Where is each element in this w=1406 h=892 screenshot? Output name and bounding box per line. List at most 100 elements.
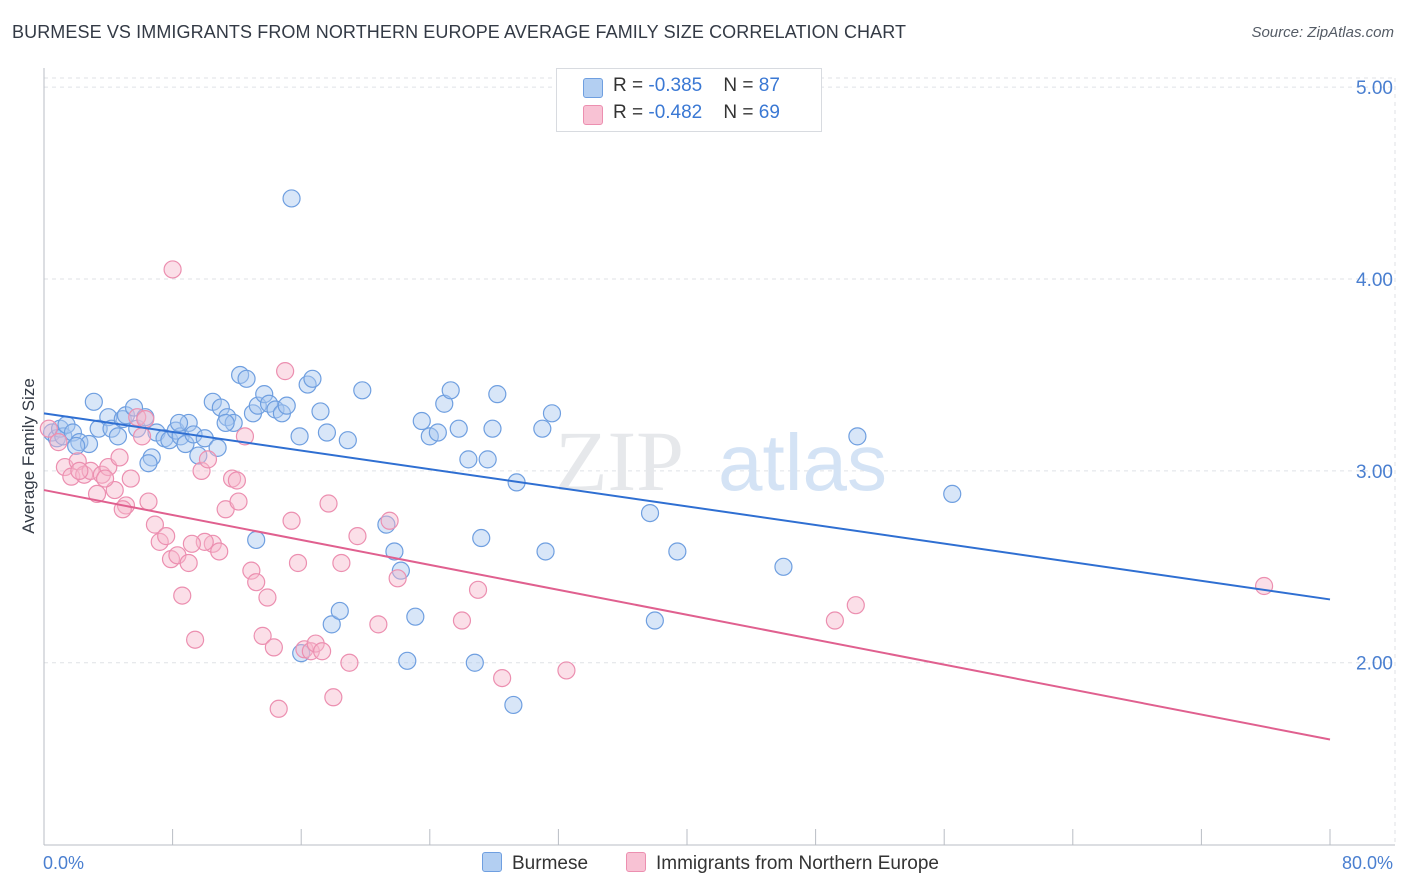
immigrants-point <box>192 461 211 480</box>
y-tick-label: 3.00 <box>1356 462 1393 483</box>
immigrants-point <box>163 260 182 279</box>
burmese-point <box>317 423 337 442</box>
burmese-point <box>533 419 552 438</box>
burmese-point <box>478 450 497 469</box>
legend-r-label: R = <box>613 102 649 123</box>
immigrants-trendline <box>43 489 1331 741</box>
immigrants-point <box>269 699 288 718</box>
chart-title: BURMESE VS IMMIGRANTS FROM NORTHERN EURO… <box>12 22 907 42</box>
immigrants-point <box>380 511 399 530</box>
immigrants-point <box>557 661 576 680</box>
burmese-point <box>189 446 208 465</box>
burmese-point <box>668 542 687 561</box>
burmese-point <box>848 427 867 446</box>
bottom-legend-burmese: Burmese <box>482 852 588 875</box>
immigrants-point <box>121 469 140 488</box>
immigrants-point <box>388 569 407 588</box>
immigrants-point <box>182 534 201 553</box>
burmese-point <box>385 542 404 561</box>
burmese-point <box>84 392 103 411</box>
immigrants-point <box>253 626 272 645</box>
burmese-point <box>255 385 274 404</box>
immigrants-point <box>186 630 205 649</box>
immigrants-point <box>258 588 277 607</box>
immigrants-point <box>312 642 332 661</box>
burmese-point <box>277 396 296 415</box>
burmese-point <box>322 615 341 634</box>
immigrants-point <box>295 640 314 659</box>
burmese-swatch <box>583 78 603 98</box>
y-axis-label: Average Family Size <box>19 378 38 534</box>
immigrants-legend-label: Immigrants from Northern Europe <box>656 853 939 874</box>
burmese-point <box>943 484 962 504</box>
burmese-point <box>169 413 189 433</box>
immigrants-point <box>139 492 158 511</box>
immigrants-point <box>319 494 338 513</box>
immigrants-point <box>247 573 266 592</box>
immigrants-point <box>493 668 512 688</box>
immigrants-point <box>282 511 301 530</box>
legend-n-value: 87 <box>758 75 780 96</box>
legend-n-value: 69 <box>758 102 780 123</box>
burmese-point <box>247 530 266 550</box>
immigrants-point <box>324 688 343 707</box>
immigrants-point <box>452 611 472 630</box>
burmese-point <box>536 542 555 561</box>
immigrants-point <box>227 471 246 490</box>
x-tick-label-max: 80.0% <box>1342 853 1393 873</box>
legend-r-label: R = <box>613 75 649 96</box>
legend-n-label: N = <box>723 102 759 123</box>
source-label: Source: ZipAtlas.com <box>1251 24 1394 41</box>
burmese-point <box>216 413 235 433</box>
burmese-point <box>142 448 161 467</box>
burmese-point <box>412 411 431 431</box>
immigrants-point <box>348 527 367 546</box>
immigrants-point <box>846 596 865 615</box>
watermark-zip: ZIP <box>555 413 684 509</box>
immigrants-point <box>242 561 261 580</box>
burmese-point <box>298 375 317 394</box>
burmese-point <box>63 423 83 442</box>
immigrants-point <box>136 409 155 429</box>
immigrants-point <box>110 448 129 467</box>
burmese-point <box>459 450 478 469</box>
immigrants-point <box>332 553 351 573</box>
burmese-point <box>353 381 372 400</box>
y-tick-label: 4.00 <box>1356 270 1393 291</box>
burmese-point <box>67 436 86 456</box>
burmese-point <box>398 651 417 670</box>
legend-r-value: -0.482 <box>648 102 703 123</box>
legend-n-label: N = <box>723 75 759 96</box>
burmese-point <box>449 419 468 438</box>
burmese-point <box>54 427 73 446</box>
stats-legend: R = -0.385 N = 87 R = -0.482 N = 69 <box>556 68 822 132</box>
burmese-point <box>483 419 502 438</box>
burmese-point <box>428 423 447 442</box>
burmese-point <box>290 427 309 446</box>
watermark-atlas: atlas <box>718 418 887 507</box>
burmese-point <box>406 607 425 626</box>
burmese-point <box>330 601 349 621</box>
immigrants-point <box>39 419 58 438</box>
burmese-legend-swatch <box>482 852 502 872</box>
burmese-point <box>303 369 322 388</box>
immigrants-point <box>179 553 198 573</box>
immigrants-point <box>132 427 152 446</box>
immigrants-point <box>229 492 248 511</box>
burmese-point <box>488 385 507 404</box>
immigrants-point <box>210 542 229 561</box>
burmese-point <box>108 427 128 446</box>
burmese-point <box>139 454 158 473</box>
burmese-point <box>311 402 330 421</box>
trend-layer <box>43 412 1331 741</box>
burmese-trendline <box>43 412 1331 601</box>
immigrants-point <box>235 427 255 446</box>
immigrants-point <box>95 469 115 488</box>
immigrants-point <box>369 615 388 634</box>
immigrants-point <box>340 653 359 672</box>
immigrants-swatch <box>583 105 603 125</box>
immigrants-point <box>468 580 488 599</box>
immigrants-point <box>87 484 107 504</box>
burmese-point <box>338 431 357 450</box>
